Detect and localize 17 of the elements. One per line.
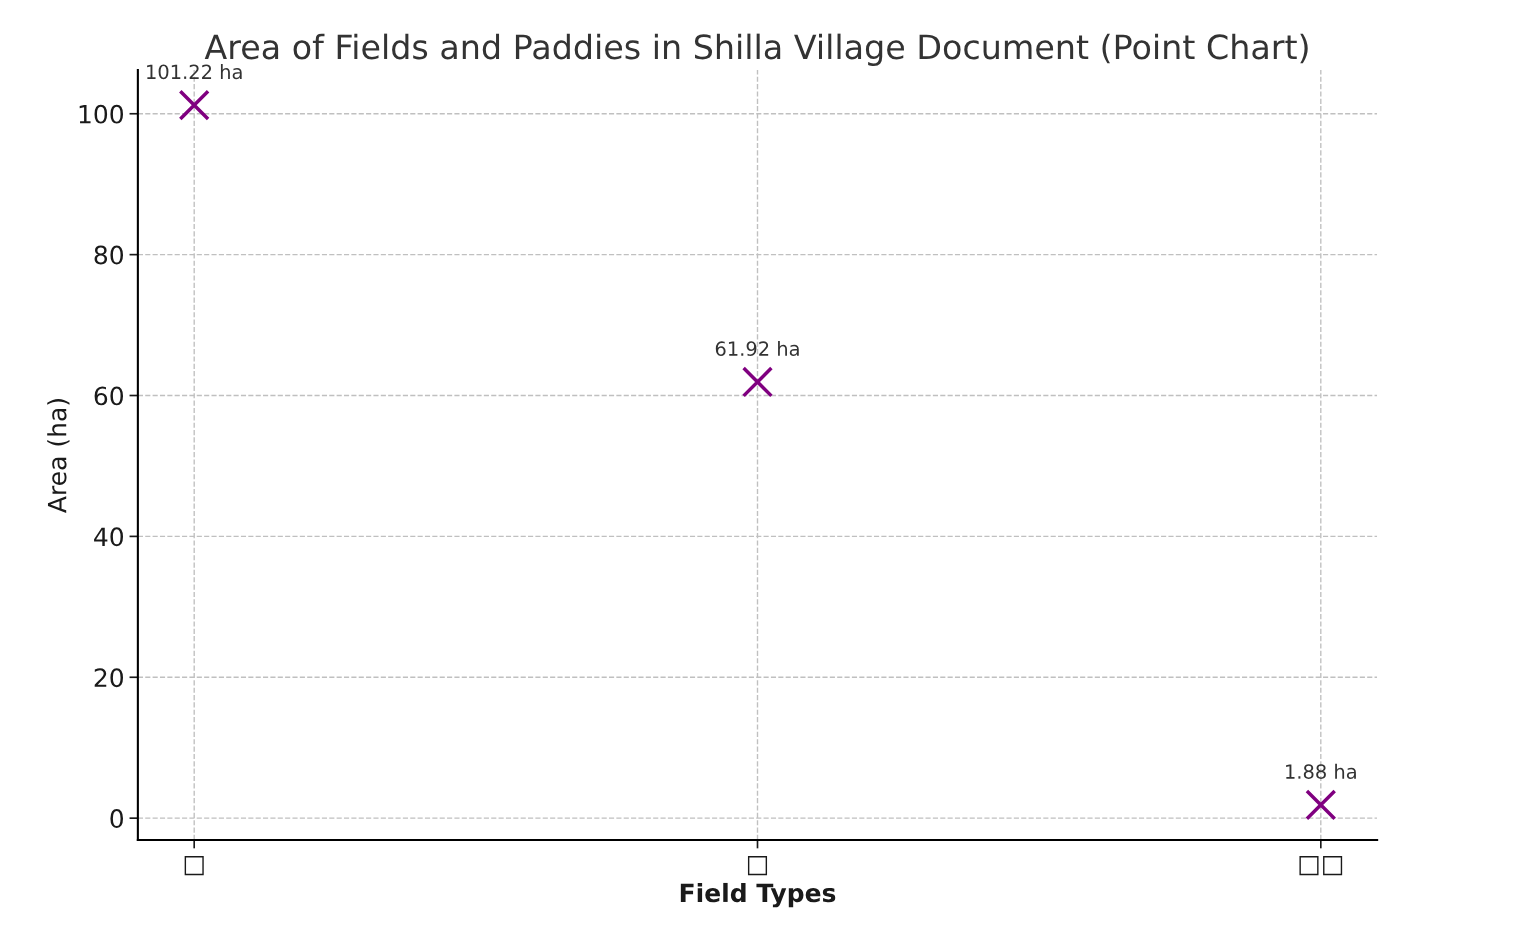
x-tick-label: □ bbox=[184, 856, 204, 876]
x-tick-label: □ bbox=[747, 856, 768, 876]
point bbox=[178, 89, 210, 121]
point bbox=[741, 366, 774, 398]
data-label: 101.22 ha bbox=[147, 64, 242, 80]
x-tick-label: □□ bbox=[1299, 856, 1343, 876]
y-tick-label: 100 bbox=[79, 104, 124, 124]
y-axis-title: Area (ha) bbox=[47, 399, 70, 513]
y-tick-label: 40 bbox=[94, 527, 124, 547]
y-tick-label: 60 bbox=[94, 386, 124, 406]
data-label: 61.92 ha bbox=[715, 340, 799, 356]
point bbox=[1305, 789, 1337, 821]
y-tick-label: 20 bbox=[94, 668, 124, 688]
data-label: 1.88 ha bbox=[1286, 763, 1356, 779]
x-axis-title: Field Types bbox=[680, 882, 836, 908]
y-tick-label: 80 bbox=[94, 245, 124, 265]
y-tick-label: 0 bbox=[110, 809, 124, 829]
